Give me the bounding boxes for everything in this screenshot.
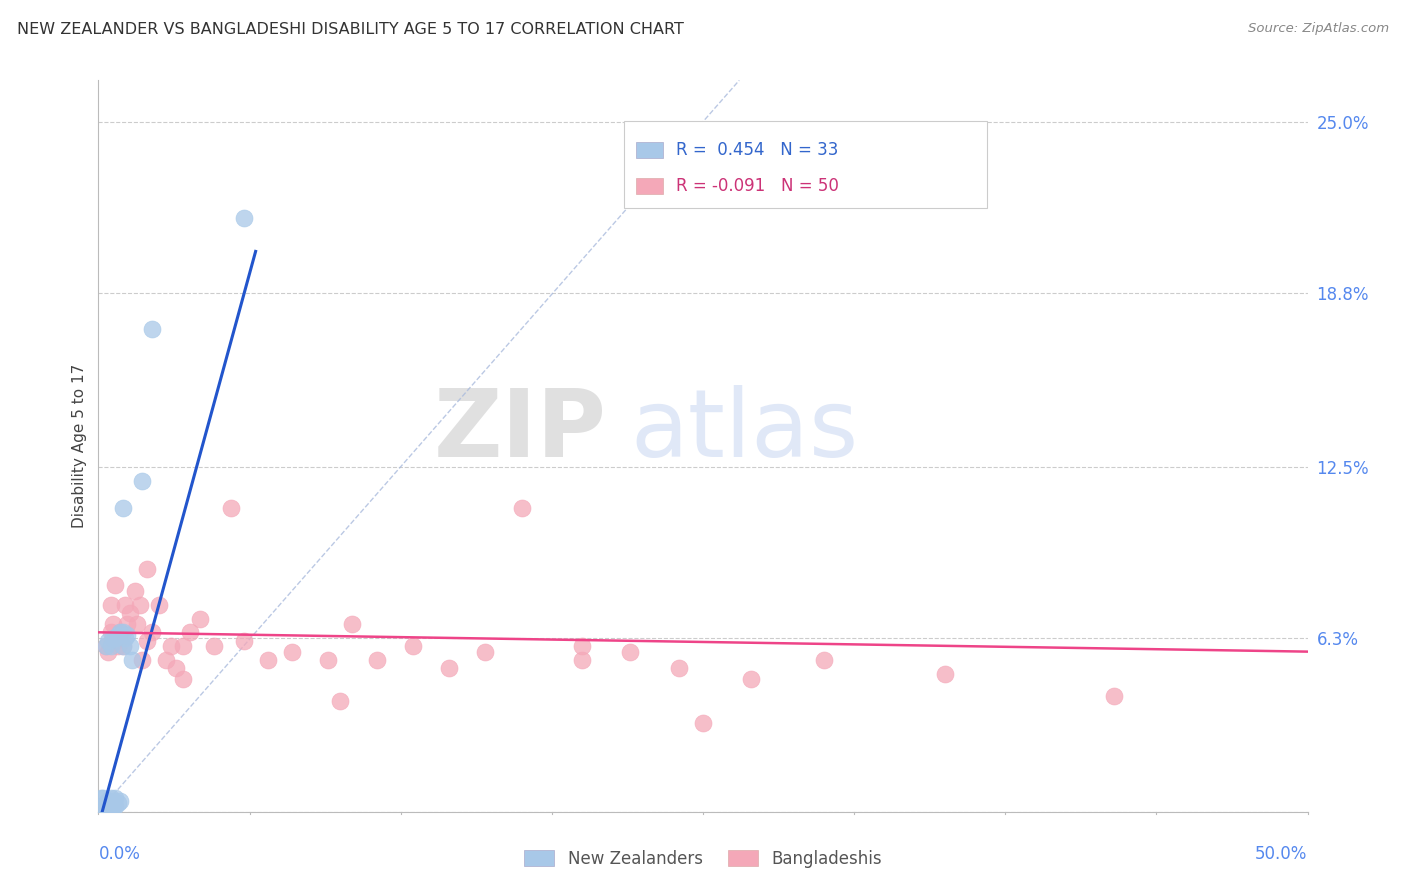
Point <box>437 661 460 675</box>
Point <box>131 474 153 488</box>
Point <box>934 666 956 681</box>
Point <box>104 799 127 814</box>
Point <box>101 799 124 814</box>
Text: R = -0.091   N = 50: R = -0.091 N = 50 <box>676 178 839 195</box>
Point <box>117 628 139 642</box>
Point <box>571 639 593 653</box>
Point <box>100 791 122 805</box>
Point <box>127 617 149 632</box>
Point <box>179 625 201 640</box>
Point <box>124 583 146 598</box>
Point <box>101 631 124 645</box>
Point <box>107 797 129 811</box>
Point <box>148 598 170 612</box>
Point <box>118 606 141 620</box>
Point <box>256 653 278 667</box>
FancyBboxPatch shape <box>637 178 664 194</box>
Point <box>97 633 120 648</box>
Point <box>329 694 352 708</box>
FancyBboxPatch shape <box>624 120 987 209</box>
Point <box>571 653 593 667</box>
Point <box>692 716 714 731</box>
Point <box>100 598 122 612</box>
Point <box>135 633 157 648</box>
Point <box>111 625 134 640</box>
Text: 50.0%: 50.0% <box>1256 845 1308 863</box>
Point <box>128 598 150 612</box>
Point <box>172 639 194 653</box>
Point <box>104 631 127 645</box>
Point <box>172 672 194 686</box>
Point <box>121 653 143 667</box>
Point <box>94 639 117 653</box>
Point <box>100 797 122 811</box>
Point <box>97 645 120 659</box>
Point <box>221 501 243 516</box>
Point <box>135 562 157 576</box>
Point <box>510 501 533 516</box>
Point <box>117 617 139 632</box>
Text: ZIP: ZIP <box>433 385 606 477</box>
Point <box>232 211 254 226</box>
Point <box>668 661 690 675</box>
Point <box>91 799 114 814</box>
Point <box>111 639 134 653</box>
Y-axis label: Disability Age 5 to 17: Disability Age 5 to 17 <box>72 364 87 528</box>
Text: R =  0.454   N = 33: R = 0.454 N = 33 <box>676 141 839 159</box>
Point <box>100 625 122 640</box>
Point <box>141 321 163 335</box>
Point <box>97 794 120 808</box>
Point <box>100 639 122 653</box>
Point <box>111 501 134 516</box>
Point <box>97 799 120 814</box>
Text: atlas: atlas <box>630 385 859 477</box>
Text: 0.0%: 0.0% <box>98 845 141 863</box>
Point <box>107 628 129 642</box>
Point <box>740 672 762 686</box>
Point <box>104 633 127 648</box>
Text: NEW ZEALANDER VS BANGLADESHI DISABILITY AGE 5 TO 17 CORRELATION CHART: NEW ZEALANDER VS BANGLADESHI DISABILITY … <box>17 22 683 37</box>
Point <box>155 653 177 667</box>
Point <box>281 645 304 659</box>
Point <box>111 639 134 653</box>
Point <box>316 653 339 667</box>
Text: Source: ZipAtlas.com: Source: ZipAtlas.com <box>1249 22 1389 36</box>
Point <box>104 578 127 592</box>
Point <box>101 617 124 632</box>
Legend: New Zealanders, Bangladeshis: New Zealanders, Bangladeshis <box>517 844 889 875</box>
Point <box>204 639 226 653</box>
Point <box>108 625 131 640</box>
Point <box>131 653 153 667</box>
Point <box>91 791 114 805</box>
Point <box>402 639 425 653</box>
Point <box>813 653 835 667</box>
Point <box>90 791 112 805</box>
Point <box>107 639 129 653</box>
Point <box>232 633 254 648</box>
Point <box>114 631 136 645</box>
Point <box>160 639 183 653</box>
Point <box>1102 689 1125 703</box>
Point <box>118 639 141 653</box>
Point <box>108 625 131 640</box>
Point <box>100 802 122 816</box>
Point <box>94 639 117 653</box>
Point <box>104 791 127 805</box>
FancyBboxPatch shape <box>637 142 664 158</box>
Point <box>141 625 163 640</box>
Point <box>101 794 124 808</box>
Point <box>342 617 364 632</box>
Point <box>619 645 641 659</box>
Point <box>94 802 117 816</box>
Point <box>188 611 211 625</box>
Point <box>94 797 117 811</box>
Point <box>108 794 131 808</box>
Point <box>165 661 187 675</box>
Point <box>114 598 136 612</box>
Point <box>366 653 388 667</box>
Point <box>474 645 496 659</box>
